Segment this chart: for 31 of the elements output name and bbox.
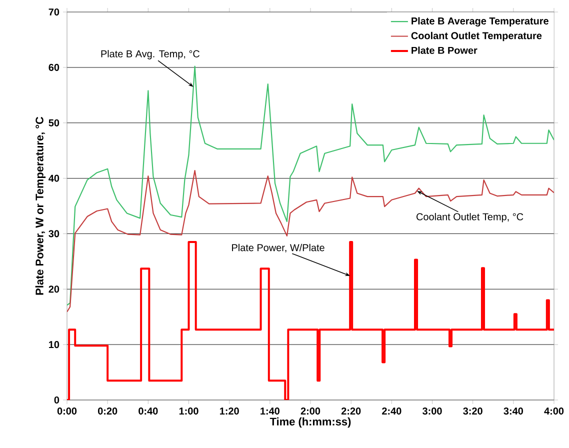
x-tick-label: 3:00 (422, 408, 442, 415)
x-tick-label: 2:40 (382, 408, 402, 415)
x-tick-label: 0:20 (98, 408, 118, 415)
x-axis-title: Time (h:mm:ss) (270, 417, 351, 428)
y-tick-label: 10 (49, 341, 60, 348)
x-tick-label: 2:00 (300, 408, 320, 415)
y-axis-title: Plate Power, W or Temperature, °C (35, 116, 46, 295)
y-tick-label: 70 (48, 8, 60, 16)
x-tick-label: 1:20 (220, 408, 239, 415)
x-tick-label: 3:20 (463, 408, 482, 415)
legend-label: Plate B Power (412, 46, 478, 54)
legend-label: Coolant Outlet Temperature (411, 32, 542, 42)
x-tick-label: 3:40 (504, 408, 523, 415)
y-tick-label: 30 (48, 230, 60, 238)
x-tick-label: 4:00 (544, 408, 564, 415)
annotation: Plate Power, W/Plate (232, 244, 324, 252)
line-series (67, 170, 554, 312)
x-tick-label: 1:00 (179, 408, 198, 415)
y-tick-label: 0 (54, 396, 60, 404)
y-tick-label: 60 (48, 64, 60, 71)
legend-label: Plate B Average Temperature (412, 17, 548, 27)
x-tick-label: 1:40 (260, 408, 280, 415)
y-tick-label: 50 (48, 119, 60, 126)
annotation: Plate B Avg. Temp, °C (101, 50, 200, 60)
y-tick-label: 40 (48, 174, 60, 182)
x-tick-label: 2:20 (341, 408, 361, 415)
y-tick-label: 20 (48, 286, 60, 293)
annotation: Coolant Outlet Temp, °C (416, 213, 524, 222)
line-series (67, 66, 554, 306)
x-tick-label: 0:40 (138, 408, 158, 415)
x-tick-label: 0:00 (57, 408, 77, 415)
